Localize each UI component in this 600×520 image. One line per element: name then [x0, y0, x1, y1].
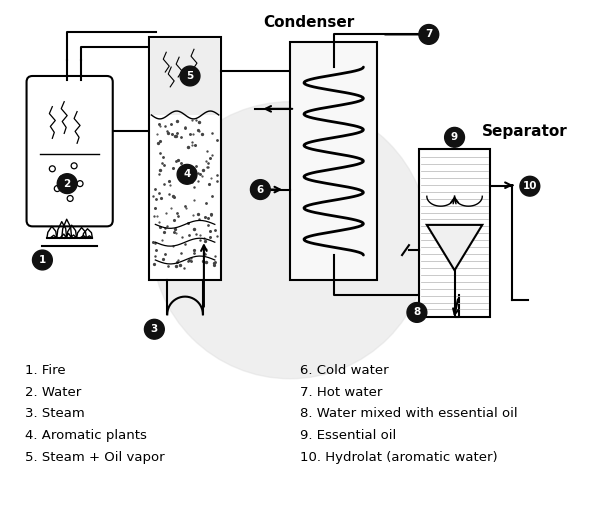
- Text: Separator: Separator: [482, 124, 568, 139]
- Circle shape: [407, 303, 427, 322]
- FancyBboxPatch shape: [26, 76, 113, 226]
- FancyBboxPatch shape: [32, 152, 107, 220]
- Circle shape: [180, 66, 200, 86]
- Circle shape: [145, 319, 164, 339]
- Circle shape: [151, 102, 429, 379]
- Circle shape: [419, 24, 439, 44]
- Text: 9: 9: [451, 132, 458, 142]
- Text: 7: 7: [425, 30, 433, 40]
- Bar: [419, 149, 490, 317]
- Text: 4. Aromatic plants: 4. Aromatic plants: [25, 429, 146, 442]
- Text: 3: 3: [151, 324, 158, 334]
- Circle shape: [177, 164, 197, 184]
- Text: 4: 4: [184, 170, 191, 179]
- Circle shape: [32, 250, 52, 270]
- Text: 2. Water: 2. Water: [25, 386, 81, 399]
- Bar: [290, 42, 377, 280]
- Text: 1. Fire: 1. Fire: [25, 364, 65, 377]
- Text: 2: 2: [64, 179, 71, 189]
- Bar: [151, 38, 220, 115]
- Text: 8: 8: [413, 307, 421, 317]
- Text: 6. Cold water: 6. Cold water: [300, 364, 389, 377]
- Text: Condenser: Condenser: [263, 15, 355, 30]
- Text: 8. Water mixed with essential oil: 8. Water mixed with essential oil: [300, 407, 518, 420]
- Text: 1: 1: [39, 255, 46, 265]
- Text: 10. Hydrolat (aromatic water): 10. Hydrolat (aromatic water): [300, 451, 497, 464]
- Text: 10: 10: [523, 181, 537, 191]
- Text: 7. Hot water: 7. Hot water: [300, 386, 382, 399]
- Text: 5: 5: [187, 71, 194, 81]
- Text: 5. Steam + Oil vapor: 5. Steam + Oil vapor: [25, 451, 164, 464]
- Text: 9. Essential oil: 9. Essential oil: [300, 429, 396, 442]
- Polygon shape: [427, 225, 482, 270]
- Circle shape: [57, 174, 77, 193]
- Text: 6: 6: [257, 185, 264, 194]
- Circle shape: [250, 180, 270, 200]
- Bar: [149, 37, 221, 280]
- Circle shape: [520, 176, 540, 196]
- Circle shape: [445, 127, 464, 147]
- Text: 3. Steam: 3. Steam: [25, 407, 85, 420]
